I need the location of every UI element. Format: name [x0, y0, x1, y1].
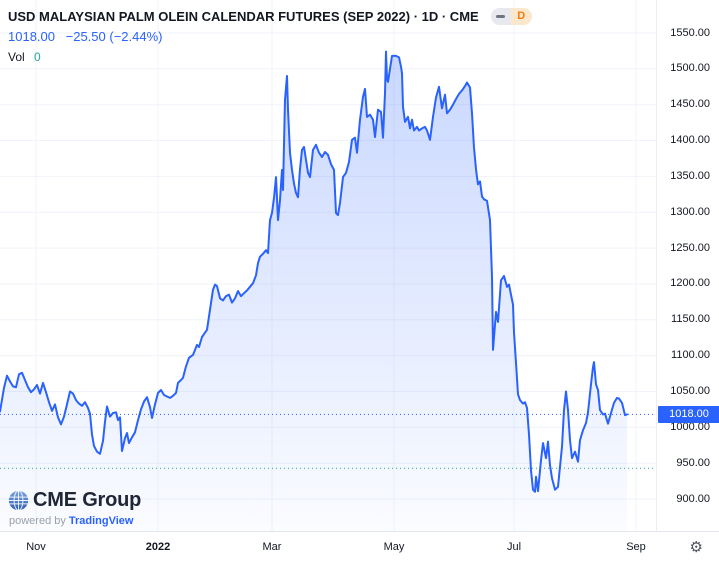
price-tick-label: 1150.00: [671, 313, 710, 326]
price-tick-label: 950.00: [676, 456, 710, 469]
price-tick-label: 1400.00: [670, 134, 710, 147]
legend-collapse-interval-toggle[interactable]: D: [490, 7, 532, 25]
price-tick-label: 1250.00: [670, 241, 710, 254]
time-tick-label: Sep: [626, 541, 646, 553]
symbol-title: USD MALAYSIAN PALM OLEIN CALENDAR FUTURE…: [8, 8, 479, 24]
price-tick-label: 1100.00: [671, 349, 710, 362]
price-tick-label: 1200.00: [670, 277, 710, 290]
collapse-dash-icon[interactable]: [490, 7, 511, 25]
price-tick-label: 1500.00: [670, 62, 710, 75]
time-tick-label: Nov: [26, 541, 46, 553]
price-tick-label: 1000.00: [670, 420, 710, 433]
legend: USD MALAYSIAN PALM OLEIN CALENDAR FUTURE…: [8, 6, 532, 65]
price-axis[interactable]: 1550.00 1500.00 1450.00 1400.00 1350.00 1300.…: [656, 0, 719, 531]
cme-group-logo[interactable]: CME Group powered by TradingView: [8, 489, 141, 527]
powered-by-label: powered by: [9, 515, 66, 527]
price-line: [0, 50, 628, 493]
time-tick-label: 2022: [145, 541, 171, 553]
volume-label: Vol: [8, 50, 25, 64]
price-tick-label: 1450.00: [670, 98, 710, 111]
cme-globe-icon: [8, 490, 29, 511]
last-price-value: 1018.00: [8, 29, 55, 44]
price-area: [0, 51, 627, 531]
price-tick-label: 1050.00: [670, 384, 710, 397]
time-tick-label: Mar: [262, 541, 282, 553]
cme-group-wordmark: CME Group: [33, 489, 142, 511]
time-tick-label: May: [383, 541, 405, 553]
legend-volume-row: Vol 0: [8, 50, 532, 65]
price-change-value: −25.50 (−2.44%): [65, 29, 163, 44]
tradingview-link[interactable]: TradingView: [68, 515, 134, 527]
last-price-axis-badge: 1018.00: [658, 405, 719, 423]
time-axis[interactable]: ⚙ Nov 2022 Mar May Jul Sep: [0, 531, 719, 563]
price-tick-label: 1300.00: [670, 205, 710, 218]
price-tick-label: 1350.00: [670, 169, 710, 182]
legend-title-row: USD MALAYSIAN PALM OLEIN CALENDAR FUTURE…: [8, 6, 532, 26]
price-tick-label: 1550.00: [670, 26, 710, 39]
gear-icon[interactable]: ⚙: [689, 539, 703, 556]
legend-price-row: 1018.00 −25.50 (−2.44%): [8, 29, 532, 46]
price-tick-label: 900.00: [676, 492, 710, 505]
volume-value: 0: [34, 50, 41, 64]
interval-d-badge[interactable]: D: [510, 7, 532, 25]
time-tick-label: Jul: [506, 541, 522, 553]
price-chart-plot[interactable]: [0, 0, 656, 531]
